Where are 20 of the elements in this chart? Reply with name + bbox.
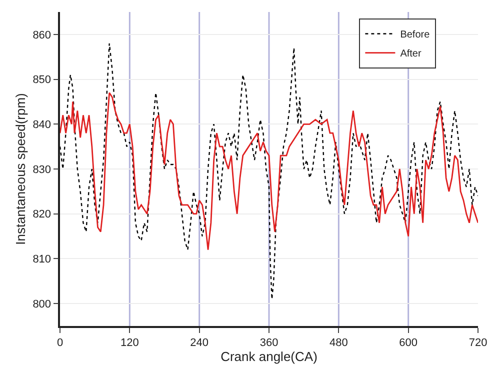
x-tick-label: 240 — [190, 336, 209, 349]
x-tick-label: 720 — [468, 336, 488, 349]
y-tick-label: 830 — [32, 164, 52, 176]
y-axis-title: Instantaneous speed(rpm) — [13, 93, 28, 245]
y-tick-label: 850 — [32, 74, 52, 86]
x-axis-title: Crank angle(CA) — [220, 349, 318, 364]
y-tick-label: 820 — [32, 208, 52, 221]
y-tick-label: 860 — [32, 29, 52, 42]
x-tick-label: 360 — [260, 336, 278, 349]
x-tick-label: 600 — [399, 336, 418, 349]
line-series — [60, 92, 478, 250]
x-tick-label: 480 — [329, 336, 348, 349]
y-tick-label: 800 — [32, 298, 52, 310]
line-series — [60, 42, 478, 300]
legend-label: Before — [400, 30, 430, 41]
x-tick-label: 120 — [120, 336, 139, 349]
y-tick-label: 840 — [32, 118, 52, 131]
legend-label: After — [400, 48, 422, 60]
x-tick-label: 0 — [56, 336, 64, 349]
y-tick-label: 810 — [32, 254, 52, 266]
